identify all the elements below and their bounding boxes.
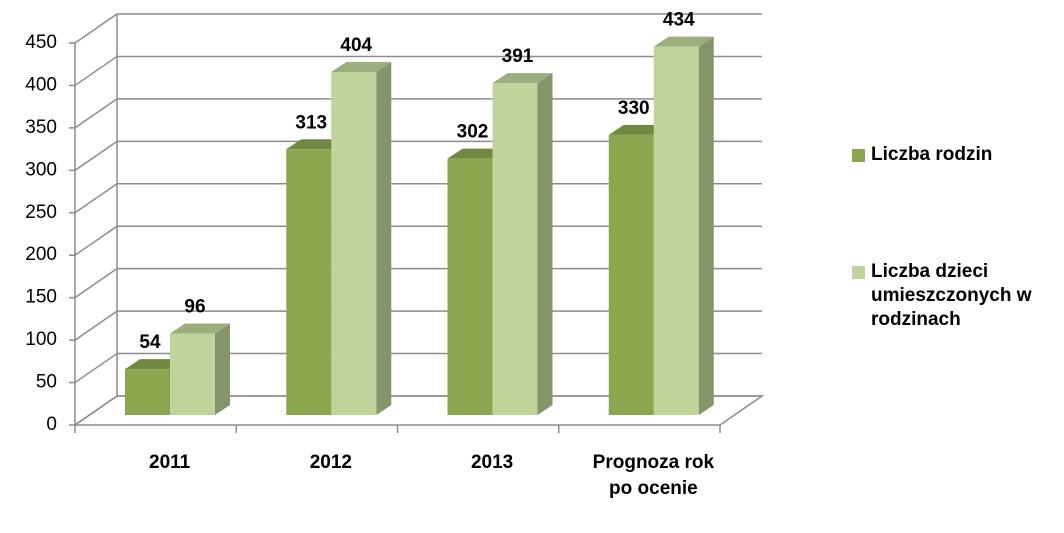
- y-tick-label: 300: [25, 159, 57, 180]
- grid-line: [74, 13, 118, 44]
- bar: [492, 73, 553, 415]
- bar-side: [698, 36, 714, 416]
- legend-item: Liczba dzieci umieszczonych w rodzinach: [852, 260, 1062, 332]
- data-label: 391: [502, 46, 534, 67]
- grid-line: [74, 268, 118, 299]
- bar-front: [170, 333, 215, 415]
- bar-side: [537, 73, 553, 415]
- bar-front: [653, 46, 699, 416]
- data-label: 404: [340, 35, 372, 56]
- data-label: 434: [663, 10, 695, 31]
- y-tick-label: 100: [25, 329, 57, 350]
- legend-label: Liczba rodzin: [871, 144, 993, 165]
- bar: [331, 62, 392, 415]
- data-label: 313: [295, 112, 327, 133]
- bar-side: [215, 323, 230, 415]
- grid-line: [74, 352, 118, 384]
- grid-line: [74, 140, 118, 171]
- bar-top: [653, 36, 714, 47]
- bar-top: [492, 73, 553, 84]
- bar-front: [492, 83, 538, 415]
- legend-swatch: [852, 149, 865, 162]
- x-tick-label: 2011: [149, 452, 191, 473]
- data-label: 302: [457, 122, 489, 143]
- y-tick-label: 0: [46, 414, 57, 435]
- bar-front: [331, 72, 377, 415]
- y-tick-label: 350: [25, 117, 57, 138]
- bar: [653, 36, 714, 416]
- grid-line: [74, 55, 118, 87]
- y-tick-label: 250: [25, 202, 57, 223]
- y-tick-label: 200: [25, 244, 57, 265]
- y-tick-label: 400: [25, 74, 57, 95]
- x-tick-label: 2013: [470, 452, 514, 473]
- grid-line: [74, 395, 118, 426]
- bar: [170, 323, 230, 415]
- grid-line: [74, 183, 118, 214]
- bar-front: [125, 369, 170, 415]
- grid-line: [74, 310, 118, 341]
- y-tick-label: 450: [25, 32, 57, 53]
- x-tick-label: Prognoza rok po ocenie: [592, 452, 715, 499]
- bar-top: [170, 323, 230, 334]
- bar-front: [447, 158, 493, 415]
- bar-side: [376, 62, 392, 415]
- bar-front: [286, 149, 332, 415]
- bar-top: [331, 62, 392, 73]
- data-label: 54: [139, 332, 161, 353]
- bar-front: [608, 134, 654, 415]
- data-label: 330: [618, 98, 650, 119]
- legend-swatch: [852, 266, 865, 279]
- legend-item: Liczba rodzin: [852, 143, 1062, 167]
- y-tick-label: 50: [36, 372, 57, 393]
- grid-line: [74, 98, 118, 129]
- legend-label: Liczba dzieci umieszczonych w rodzinach: [871, 261, 1032, 330]
- grid-line: [74, 225, 118, 256]
- data-label: 96: [184, 297, 205, 318]
- x-tick-label: 2012: [309, 452, 353, 473]
- y-tick-label: 150: [25, 287, 57, 308]
